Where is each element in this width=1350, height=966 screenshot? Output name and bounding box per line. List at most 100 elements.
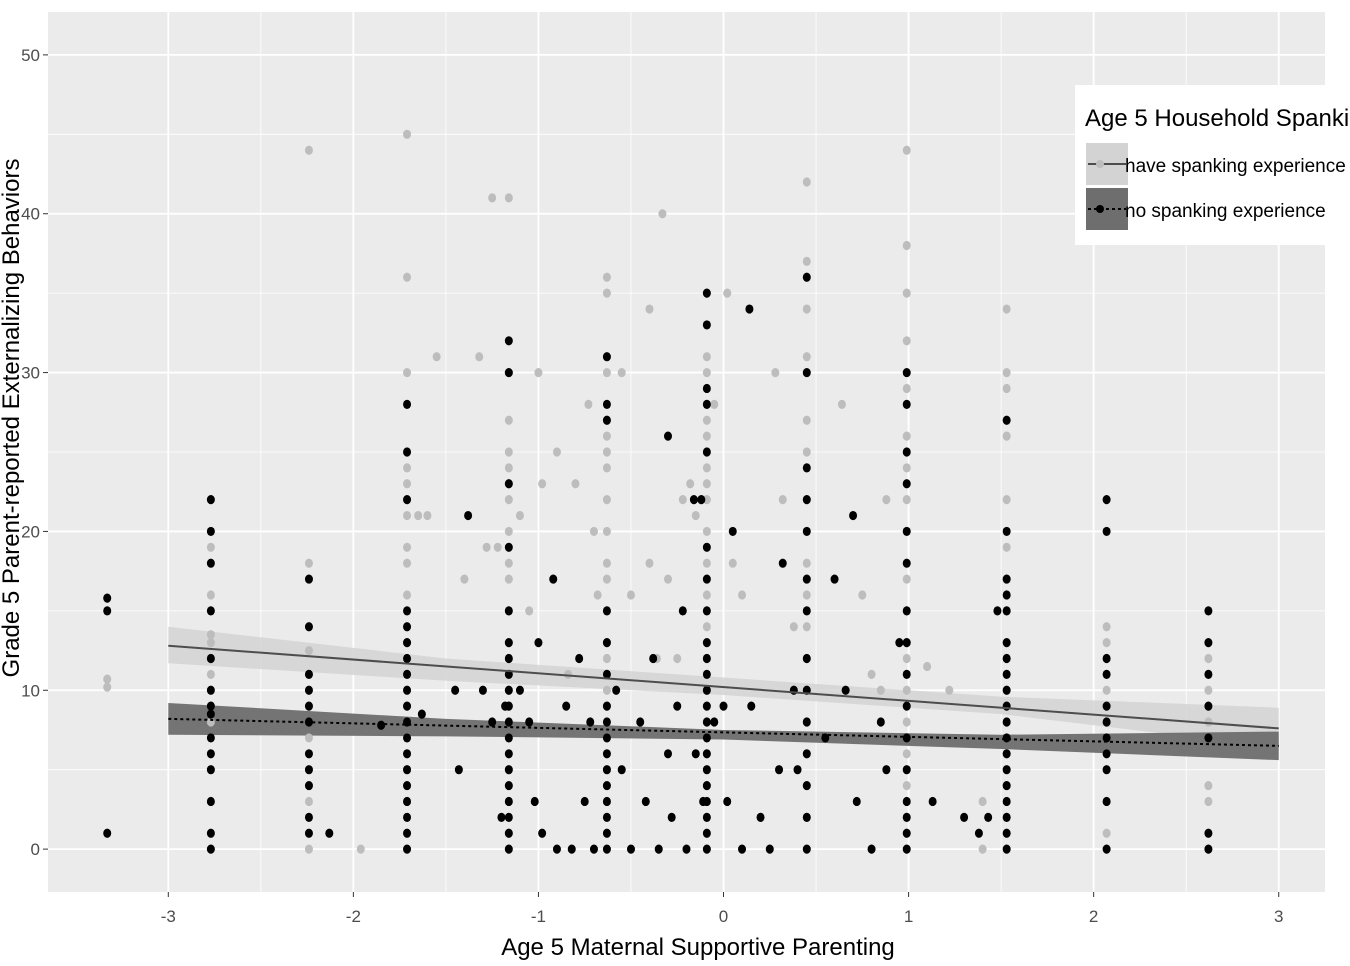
point-no xyxy=(738,844,747,854)
point-no xyxy=(702,606,711,616)
point-have xyxy=(617,367,626,378)
point-no xyxy=(478,685,487,695)
point-no xyxy=(515,685,524,695)
point-no xyxy=(710,717,719,727)
point-no xyxy=(895,638,904,648)
point-no xyxy=(902,638,911,648)
point-no xyxy=(602,733,611,743)
point-no xyxy=(702,701,711,711)
point-have xyxy=(902,288,911,298)
point-no xyxy=(304,780,313,791)
point-no xyxy=(602,749,611,759)
point-no xyxy=(304,828,313,838)
point-have xyxy=(206,669,215,679)
point-have xyxy=(902,495,911,505)
point-no xyxy=(1002,669,1011,679)
point-have xyxy=(902,749,911,759)
point-no xyxy=(702,288,711,298)
point-have xyxy=(206,638,215,648)
fit-line-no xyxy=(168,717,1279,747)
point-have xyxy=(504,193,513,203)
point-no xyxy=(993,606,1002,616)
point-have xyxy=(1002,383,1011,394)
point-no xyxy=(417,709,426,719)
point-no xyxy=(1204,606,1213,616)
point-no xyxy=(802,780,811,791)
point-no xyxy=(464,510,473,521)
point-no xyxy=(1102,653,1111,664)
point-no xyxy=(504,606,513,616)
point-have xyxy=(1204,780,1213,791)
point-have xyxy=(802,558,811,568)
point-no xyxy=(403,622,412,632)
point-have xyxy=(902,145,911,155)
point-no xyxy=(654,844,663,854)
point-no xyxy=(403,399,412,409)
point-no xyxy=(902,558,911,568)
point-no xyxy=(702,574,711,584)
point-have xyxy=(858,590,867,600)
y-tick-label: 30 xyxy=(21,364,40,383)
legend-label-have: have spanking experience xyxy=(1125,156,1346,177)
point-have xyxy=(482,542,491,552)
point-no xyxy=(1002,844,1011,854)
point-no xyxy=(1102,526,1111,537)
point-no xyxy=(602,796,611,807)
point-no xyxy=(580,796,589,807)
point-no xyxy=(504,542,513,552)
point-have xyxy=(493,542,502,552)
point-no xyxy=(403,653,412,664)
point-no xyxy=(602,606,611,616)
point-have xyxy=(504,558,513,568)
point-have xyxy=(673,653,682,664)
point-no xyxy=(504,733,513,743)
point-no xyxy=(841,685,850,695)
point-have xyxy=(103,674,112,684)
point-no xyxy=(497,812,506,822)
point-no xyxy=(1204,638,1213,648)
point-no xyxy=(403,669,412,679)
point-no xyxy=(691,749,700,759)
point-no xyxy=(602,638,611,648)
point-no xyxy=(902,399,911,409)
point-no xyxy=(702,828,711,838)
x-tick-label: 0 xyxy=(719,907,728,926)
point-have xyxy=(882,495,891,505)
point-have xyxy=(504,415,513,425)
point-no xyxy=(702,320,711,330)
point-no xyxy=(325,828,334,838)
point-have xyxy=(710,399,719,409)
point-have xyxy=(802,590,811,600)
point-no xyxy=(673,701,682,711)
point-have xyxy=(645,558,654,568)
point-no xyxy=(403,701,412,711)
point-have xyxy=(1204,796,1213,807)
point-no xyxy=(802,653,811,664)
point-have xyxy=(488,193,497,203)
point-have xyxy=(702,431,711,441)
point-no xyxy=(984,812,993,822)
x-tick-label: -3 xyxy=(161,907,176,926)
point-no xyxy=(702,733,711,743)
point-no xyxy=(1102,844,1111,854)
point-have xyxy=(206,717,215,727)
point-no xyxy=(728,526,737,537)
x-axis-title: Age 5 Maternal Supportive Parenting xyxy=(501,934,895,961)
point-have xyxy=(206,542,215,552)
point-no xyxy=(667,812,676,822)
point-have xyxy=(584,399,593,409)
point-no xyxy=(504,638,513,648)
point-no xyxy=(902,606,911,616)
point-no xyxy=(802,812,811,822)
point-no xyxy=(702,383,711,394)
point-no xyxy=(702,749,711,759)
point-have xyxy=(432,352,441,362)
point-no xyxy=(403,685,412,695)
point-have xyxy=(702,495,711,505)
point-have xyxy=(504,495,513,505)
point-have xyxy=(902,685,911,695)
point-have xyxy=(602,653,611,664)
point-no xyxy=(852,796,861,807)
point-no xyxy=(504,367,513,378)
